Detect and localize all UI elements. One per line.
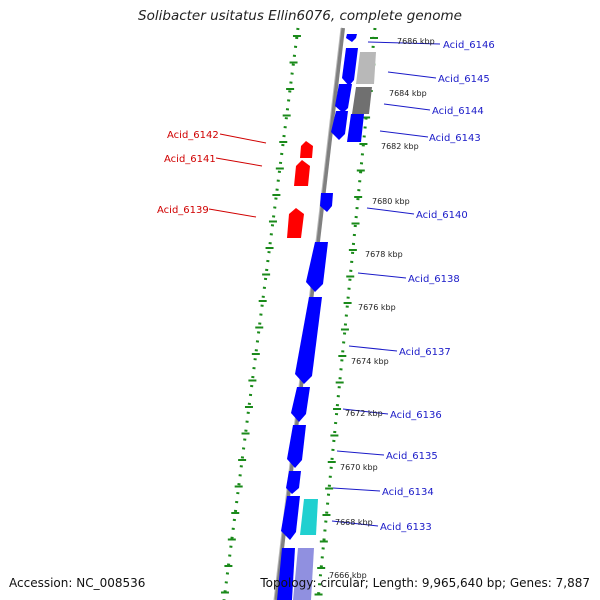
gene-acid-6144: [335, 84, 352, 113]
gene-label: Acid_6144: [432, 106, 484, 117]
reverse-leader-lines: [208, 133, 267, 218]
gene-label: Acid_6140: [416, 210, 468, 221]
gene-label: Acid_6141: [164, 154, 216, 165]
gene-label: Acid_6137: [399, 347, 451, 358]
gene-label: Acid_6145: [438, 74, 490, 85]
kbp-tick-label: 7672 kbp: [345, 409, 383, 418]
accession-text: Accession: NC_008536: [9, 576, 146, 590]
inner-tick-ring: [222, 27, 300, 600]
kbp-tick-label: 7684 kbp: [389, 89, 427, 98]
gene-acid-6133: [281, 496, 300, 540]
forward-genes: [277, 34, 364, 600]
gene-acid-6136: [291, 387, 310, 422]
gene-acid-6143b: [347, 114, 364, 142]
gene-label: Acid_6133: [380, 522, 432, 533]
gene-acid-6134: [286, 471, 301, 494]
gene-label: Acid_6134: [382, 487, 434, 498]
gene-acid-6137: [295, 297, 322, 384]
kbp-tick-label: 7670 kbp: [340, 463, 378, 472]
gene-label: Acid_6143: [429, 133, 481, 144]
kbp-tick-label: 7678 kbp: [365, 250, 403, 259]
kbp-tick-label: 7668 kbp: [335, 518, 373, 527]
forward-gene-labels: Acid_6146 Acid_6145 Acid_6144 Acid_6143 …: [380, 40, 495, 533]
kbp-tick-label: 7666 kbp: [329, 571, 367, 580]
gene-acid-6146: [346, 34, 357, 42]
kbp-tick-label: 7676 kbp: [358, 303, 396, 312]
gene-label: Acid_6139: [157, 205, 209, 216]
gene-acid-6138: [306, 242, 328, 292]
map-title: Solibacter usitatus Ellin6076, complete …: [138, 8, 462, 24]
feature-gray: [352, 52, 376, 114]
gene-acid-6139: [287, 208, 304, 238]
gene-label: Acid_6138: [408, 274, 460, 285]
topology-text: Topology: circular; Length: 9,965,640 bp…: [260, 576, 590, 590]
forward-leader-lines: [331, 41, 441, 527]
kbp-tick-label: 7680 kbp: [372, 197, 410, 206]
gene-label: Acid_6135: [386, 451, 438, 462]
gene-acid-6141: [294, 160, 310, 186]
reverse-gene-labels: Acid_6142 Acid_6141 Acid_6139: [157, 130, 219, 216]
gene-acid-6132: [277, 548, 295, 600]
kbp-tick-label: 7682 kbp: [381, 142, 419, 151]
gene-acid-6135: [287, 425, 306, 468]
gene-acid-6145: [342, 48, 358, 86]
feature-lavender: [293, 548, 314, 600]
gene-label: Acid_6142: [167, 130, 219, 141]
reverse-genes: [287, 141, 313, 238]
kbp-tick-label: 7686 kbp: [397, 37, 435, 46]
gene-acid-6140: [320, 193, 333, 212]
gene-acid-6143: [331, 111, 348, 140]
kbp-tick-label: 7674 kbp: [351, 357, 389, 366]
kbp-labels: 7686 kbp 7684 kbp 7682 kbp 7680 kbp 7678…: [329, 37, 435, 580]
feature-cyan: [300, 499, 318, 535]
gene-label: Acid_6146: [443, 40, 495, 51]
gene-label: Acid_6136: [390, 410, 442, 421]
gene-acid-6142: [300, 141, 313, 158]
